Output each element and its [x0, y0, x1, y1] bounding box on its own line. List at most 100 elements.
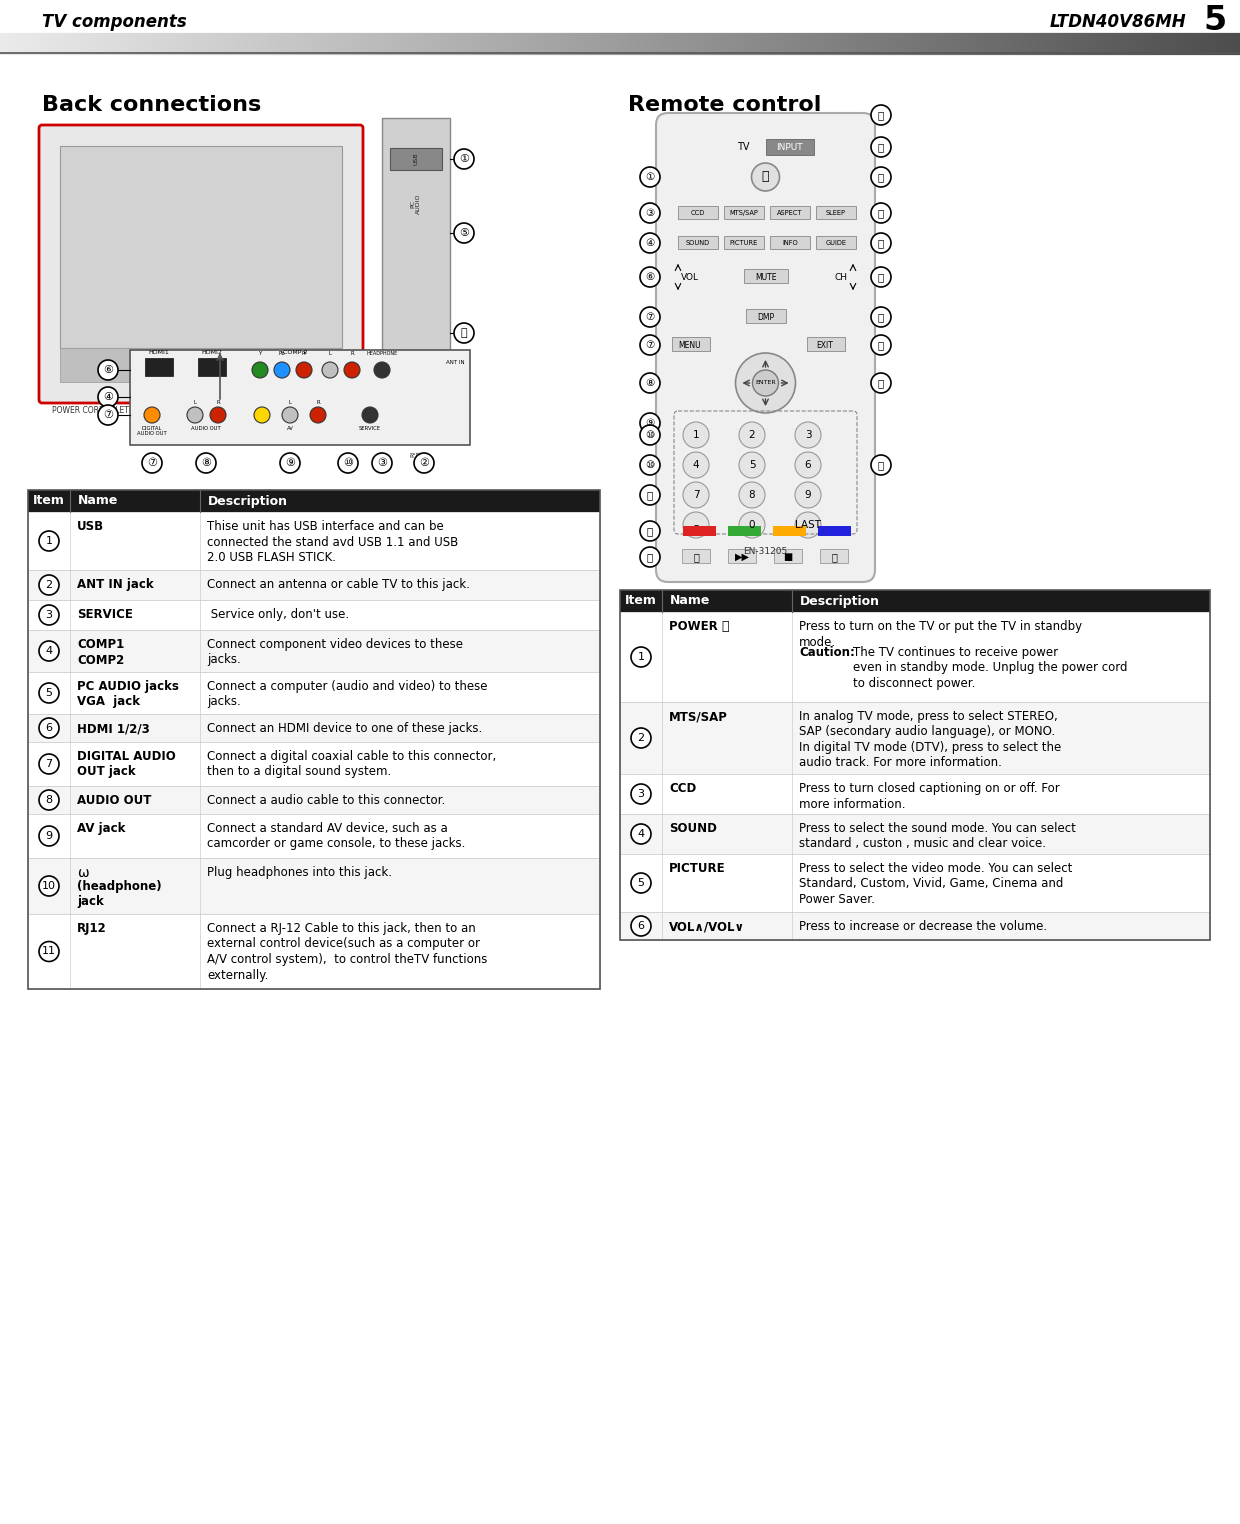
Circle shape	[870, 105, 892, 125]
Text: 9: 9	[805, 491, 811, 500]
Circle shape	[640, 335, 660, 355]
Text: ▶▶: ▶▶	[734, 552, 749, 562]
Text: ANT IN jack: ANT IN jack	[77, 578, 154, 591]
Text: 4: 4	[693, 460, 699, 469]
Bar	[29, 570, 600, 600]
Bar	[818, 526, 851, 536]
Text: ⏭: ⏭	[831, 552, 837, 562]
Text: ⑰: ⑰	[878, 207, 884, 218]
Text: ⑪: ⑪	[461, 328, 467, 338]
Circle shape	[296, 363, 312, 378]
Bar	[198, 358, 226, 376]
Text: Plug headphones into this jack.: Plug headphones into this jack.	[207, 866, 392, 879]
Text: LTDN40V86MH: LTDN40V86MH	[1050, 14, 1187, 30]
Circle shape	[795, 482, 821, 507]
Circle shape	[631, 783, 651, 805]
Bar	[672, 337, 711, 351]
Text: ⑦: ⑦	[103, 410, 113, 421]
Text: 8: 8	[46, 796, 52, 805]
Text: ⑯: ⑯	[878, 172, 884, 181]
Text: ⑩: ⑩	[343, 459, 353, 468]
Bar	[820, 549, 848, 562]
Circle shape	[739, 453, 765, 479]
Text: SOUND: SOUND	[670, 821, 717, 835]
Bar	[770, 206, 810, 219]
Text: ⑦: ⑦	[148, 459, 157, 468]
Text: TV components: TV components	[42, 14, 187, 30]
Bar	[620, 590, 1210, 613]
Circle shape	[38, 754, 60, 774]
Text: ■: ■	[784, 552, 792, 562]
Bar	[744, 270, 787, 283]
Circle shape	[870, 137, 892, 157]
Circle shape	[640, 267, 660, 287]
Text: ③: ③	[645, 207, 655, 218]
Text: Name: Name	[78, 494, 118, 507]
Text: ①: ①	[459, 154, 469, 165]
Text: 10: 10	[42, 881, 56, 892]
FancyBboxPatch shape	[656, 113, 875, 582]
Text: Press to turn closed captioning on or off. For
more information.: Press to turn closed captioning on or of…	[799, 782, 1060, 811]
Text: 9: 9	[46, 831, 52, 841]
Text: ⏮: ⏮	[693, 552, 699, 562]
Text: L: L	[289, 399, 291, 405]
Text: 4: 4	[46, 646, 52, 655]
Bar	[774, 549, 802, 562]
Circle shape	[631, 873, 651, 893]
Bar	[29, 715, 600, 742]
Text: ⑱: ⑱	[878, 238, 884, 248]
Circle shape	[739, 482, 765, 507]
Circle shape	[640, 425, 660, 445]
Text: ⑧: ⑧	[645, 378, 655, 389]
Text: ⑳: ⑳	[878, 312, 884, 322]
Text: Description: Description	[208, 494, 288, 507]
Circle shape	[414, 453, 434, 472]
Bar	[620, 703, 1210, 774]
Text: L: L	[329, 351, 331, 357]
Bar	[29, 512, 600, 570]
Text: Item: Item	[33, 494, 64, 507]
Bar	[770, 236, 810, 248]
Bar	[724, 206, 764, 219]
Circle shape	[252, 363, 268, 378]
Circle shape	[38, 683, 60, 703]
Text: ⑲: ⑲	[878, 271, 884, 282]
Text: USB: USB	[77, 520, 104, 533]
Bar	[130, 351, 470, 445]
Text: 11: 11	[42, 946, 56, 957]
Text: GUIDE: GUIDE	[826, 239, 847, 245]
Circle shape	[38, 876, 60, 896]
Text: ⑧: ⑧	[201, 459, 211, 468]
Text: ㉒: ㉒	[878, 378, 884, 389]
Circle shape	[38, 942, 60, 962]
Text: R: R	[350, 351, 353, 357]
Circle shape	[683, 422, 709, 448]
Text: Connect a computer (audio and video) to these
jacks.: Connect a computer (audio and video) to …	[207, 680, 487, 709]
Bar	[29, 858, 600, 914]
Text: COMP 2: COMP 2	[283, 351, 308, 355]
Text: EXIT: EXIT	[817, 340, 833, 349]
Bar	[391, 148, 441, 171]
Text: ⑩: ⑩	[645, 430, 655, 440]
Circle shape	[38, 826, 60, 846]
Circle shape	[38, 530, 60, 552]
Text: ⑪: ⑪	[647, 491, 653, 500]
Text: Connect an antenna or cable TV to this jack.: Connect an antenna or cable TV to this j…	[207, 578, 470, 591]
Text: ⑫: ⑫	[647, 526, 653, 536]
Text: R: R	[216, 399, 219, 405]
Circle shape	[640, 306, 660, 328]
Text: Connect an HDMI device to one of these jacks.: Connect an HDMI device to one of these j…	[207, 722, 482, 735]
Text: ⍵: ⍵	[77, 866, 88, 879]
Text: ⑦: ⑦	[645, 312, 655, 322]
Text: Y: Y	[258, 351, 262, 357]
Circle shape	[870, 306, 892, 328]
Text: L: L	[193, 399, 196, 405]
Text: PICTURE: PICTURE	[670, 863, 725, 875]
Text: INFO: INFO	[782, 239, 797, 245]
Circle shape	[735, 354, 796, 413]
Text: VOL: VOL	[681, 273, 699, 282]
Text: 1: 1	[637, 652, 645, 661]
Bar	[60, 347, 342, 383]
Bar	[29, 672, 600, 715]
Text: ENTER: ENTER	[755, 381, 776, 386]
